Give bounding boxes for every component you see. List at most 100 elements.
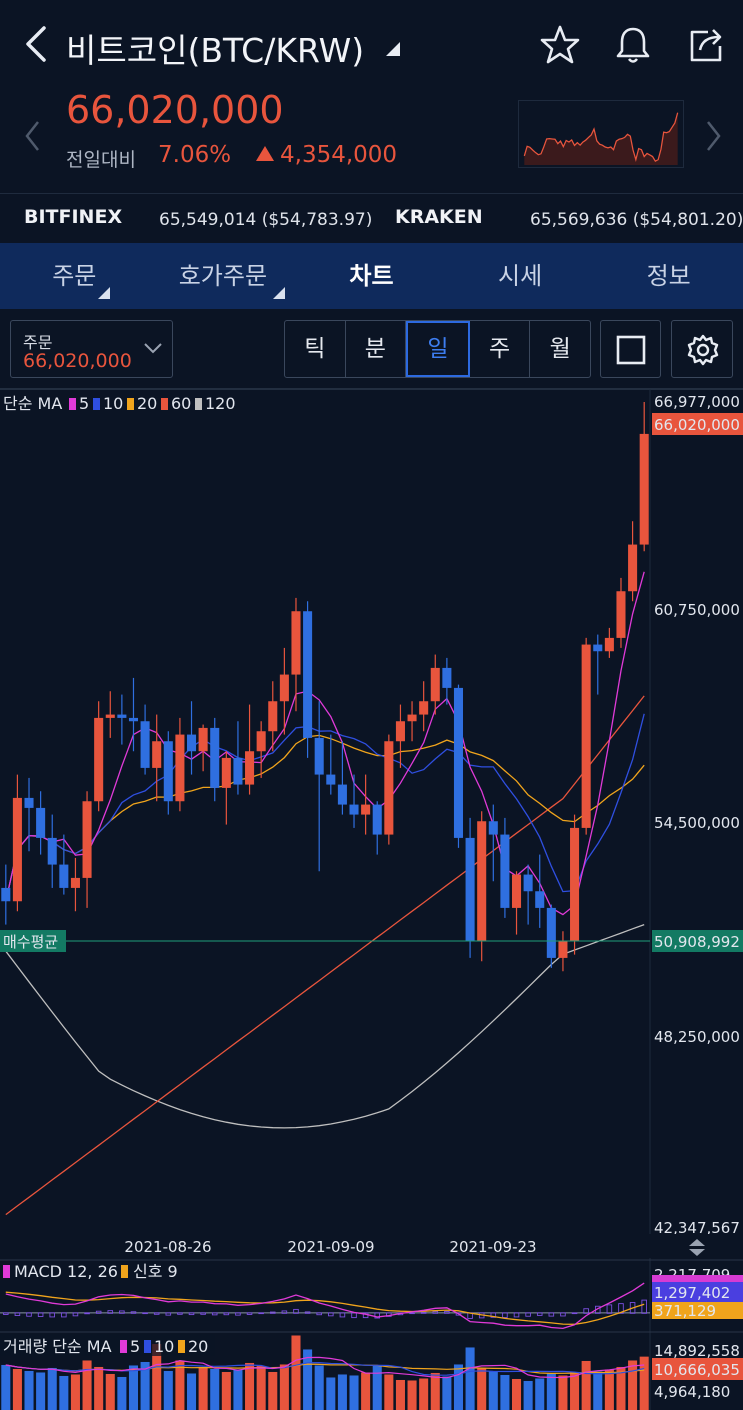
candle-body	[291, 611, 301, 675]
macd-value-label: 1,297,402	[654, 1284, 730, 1302]
candle-body	[477, 821, 487, 942]
avg-buy-tag	[0, 930, 66, 952]
macd-histogram-bar	[420, 1311, 427, 1314]
candle	[268, 681, 278, 752]
macd-histogram-bar	[14, 1312, 21, 1317]
macd-legend: MACD 12, 26 신호 9	[3, 1262, 178, 1281]
macd-histogram-bar	[618, 1303, 624, 1314]
macd-histogram-bar	[211, 1312, 218, 1316]
candle	[303, 601, 313, 758]
candle-body	[140, 721, 150, 768]
candle-body	[604, 637, 614, 652]
period-month[interactable]: 월	[549, 336, 571, 362]
candle-body	[372, 804, 382, 835]
period-week[interactable]: 주	[470, 321, 531, 377]
candlestick-chart[interactable]: 매수평균 50,908,992 66,977,000 60,750,000 54,500…	[0, 388, 743, 1410]
caret-down-icon[interactable]	[384, 42, 400, 58]
candle-body	[523, 874, 533, 892]
candle-body	[558, 941, 568, 958]
candle-body	[256, 731, 266, 752]
volume-bar	[82, 1360, 92, 1410]
ma-legend-period: 10	[103, 394, 123, 413]
tab-market[interactable]: 시세	[446, 243, 595, 309]
candle-body	[639, 433, 649, 545]
volume-bar	[500, 1374, 510, 1410]
volume-bar	[268, 1371, 278, 1410]
resize-down-arrow	[689, 1249, 705, 1256]
candle	[70, 857, 80, 912]
candle	[59, 834, 69, 895]
macd-histogram-bar	[61, 1312, 67, 1318]
signal-legend-swatch	[121, 1265, 128, 1278]
macd-histogram-bar	[444, 1311, 450, 1314]
candle	[128, 677, 139, 752]
page-title[interactable]: 비트코인(BTC/KRW)	[66, 31, 365, 70]
candle	[500, 817, 510, 918]
volume-legend-swatch	[178, 1340, 185, 1353]
exchange-kraken: KRAKEN	[395, 206, 483, 228]
star-icon[interactable]	[539, 24, 581, 66]
candle	[163, 731, 173, 815]
volume-bar	[117, 1376, 127, 1410]
tab-label: 정보	[646, 262, 691, 290]
back-icon[interactable]	[20, 24, 54, 64]
candle	[337, 741, 347, 815]
macd-histogram-bar	[490, 1312, 497, 1318]
ma-60-line	[5, 695, 645, 1216]
period-tick[interactable]: 틱	[285, 321, 346, 377]
candle	[361, 774, 371, 835]
period-day[interactable]: 일	[406, 321, 470, 377]
change-amount-value: 4,354,000	[280, 142, 398, 168]
volume-bar	[175, 1360, 185, 1410]
candle-body	[442, 667, 452, 688]
candle	[175, 717, 185, 812]
candle	[511, 871, 522, 935]
prev-coin-icon[interactable]	[24, 120, 42, 152]
tab-info[interactable]: 정보	[594, 243, 743, 309]
macd-histogram-bar	[200, 1312, 206, 1315]
up-arrow-icon	[256, 146, 274, 161]
x-tick-label: 2021-09-09	[287, 1238, 374, 1256]
candle	[140, 704, 150, 775]
tab-label: 호가주문	[178, 262, 268, 290]
share-icon[interactable]	[686, 24, 728, 66]
volume-legend-period: 10	[154, 1337, 174, 1356]
macd-histogram-bar	[269, 1311, 276, 1314]
candle-body	[1, 887, 11, 902]
next-coin-icon[interactable]	[704, 120, 722, 152]
square-icon	[616, 335, 646, 365]
volume-bar	[152, 1343, 162, 1410]
tab-quote-order[interactable]: 호가주문	[149, 243, 298, 309]
candle	[407, 701, 417, 742]
order-price-select[interactable]: 주문 66,020,000	[10, 320, 173, 378]
candle	[604, 627, 614, 658]
candle-body	[581, 644, 591, 828]
ma-legend-swatch	[69, 398, 76, 410]
tab-order[interactable]: 주문	[0, 243, 149, 309]
volume-bar	[453, 1364, 464, 1410]
fullscreen-button[interactable]	[600, 320, 661, 378]
candle	[442, 657, 452, 705]
macd-histogram-bar	[153, 1312, 160, 1315]
macd-histogram-bar	[536, 1312, 543, 1316]
volume-bar	[407, 1380, 417, 1410]
candle	[94, 701, 104, 812]
volume-bar	[186, 1373, 197, 1410]
volume-legend-swatch	[120, 1340, 127, 1353]
candle-body	[268, 701, 278, 732]
candle	[477, 811, 487, 962]
exchange-kraken-value: 65,569,636 ($54,801.20)	[530, 208, 743, 230]
candle	[105, 691, 115, 738]
ma-legend-period: 5	[79, 394, 89, 413]
settings-button[interactable]	[671, 320, 733, 378]
tab-chart[interactable]: 차트	[297, 243, 446, 309]
bell-icon[interactable]	[612, 24, 654, 66]
volume-bar	[279, 1364, 289, 1410]
candle	[430, 654, 440, 715]
candle-body	[47, 837, 57, 865]
ma-legend-period: 60	[171, 394, 191, 413]
macd-histogram-bar	[583, 1308, 589, 1314]
period-minute[interactable]: 분	[346, 321, 407, 377]
candle	[453, 684, 464, 848]
candle-body	[546, 907, 556, 958]
